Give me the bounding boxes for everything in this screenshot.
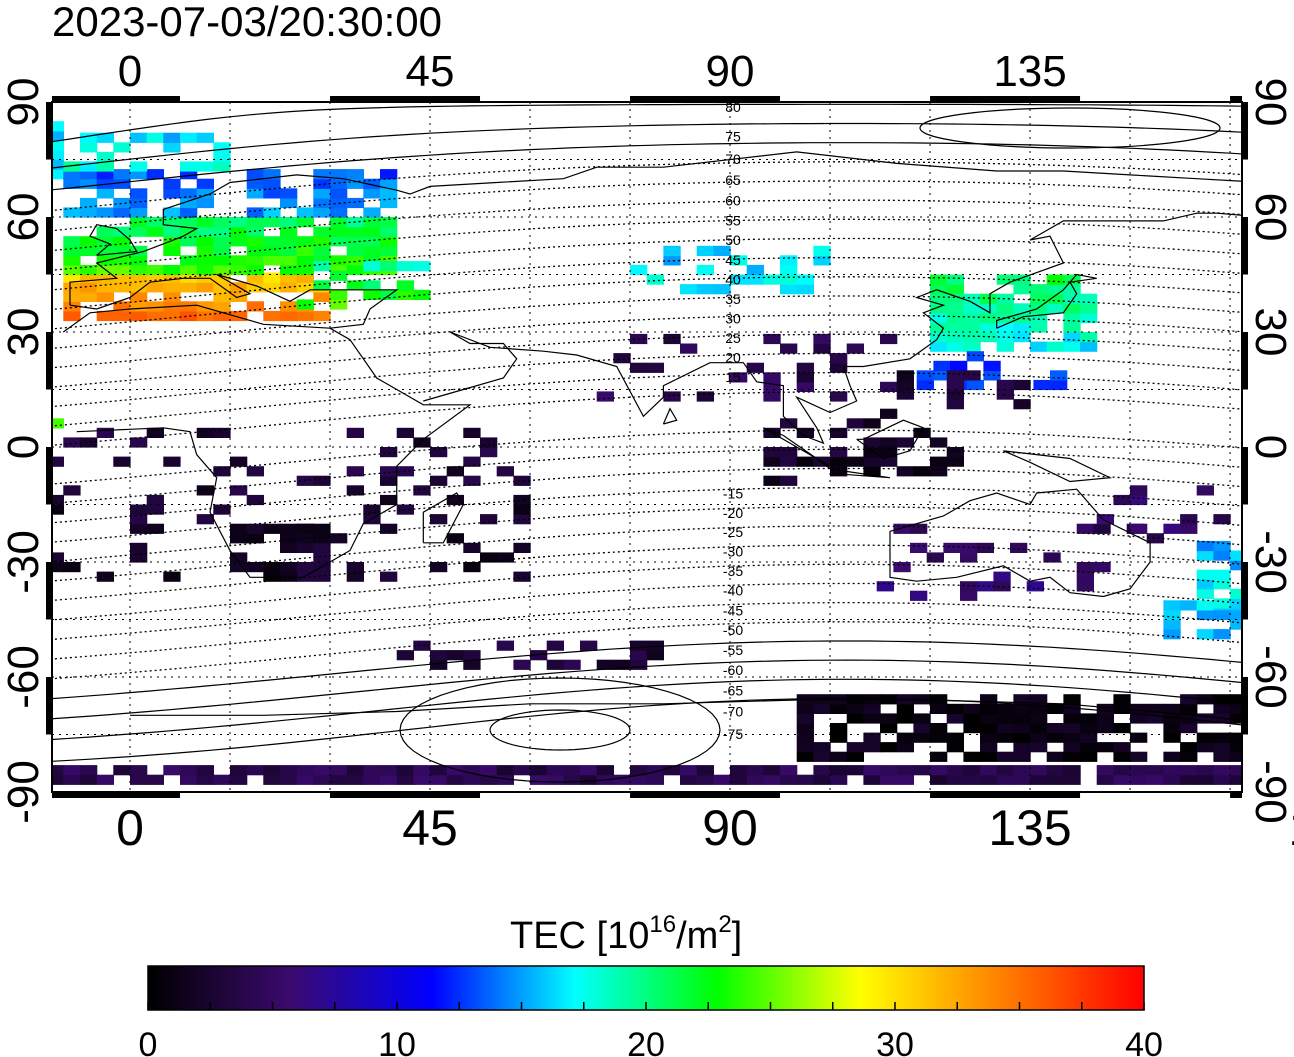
mlat-label: 55: [725, 212, 741, 228]
top-lon-label: 135: [993, 47, 1066, 96]
right-lat-label: -90: [1246, 760, 1294, 824]
mlat-label: 25: [725, 330, 741, 346]
frame-ticks: [46, 96, 1248, 798]
mlat-label: -25: [723, 524, 743, 540]
colorbar-ticks: 0 10 20 30 40: [139, 1002, 1163, 1057]
right-lat-label: 90: [1246, 78, 1294, 127]
tec-data-layer: [52, 121, 1242, 785]
mlat-label: 20: [725, 349, 741, 365]
timestamp-title: 2023-07-03/20:30:00: [52, 0, 442, 45]
mlat-label: 50: [725, 232, 741, 248]
mlat-label: -15: [723, 485, 743, 501]
colorbar-title: TEC [1016/m2]: [510, 911, 742, 957]
left-lat-label: 0: [0, 435, 48, 459]
bottom-lon-label: 90: [702, 800, 758, 856]
mlat-label: 80: [725, 99, 741, 115]
mlat-label: 15: [725, 369, 741, 385]
mlat-label: -55: [723, 642, 743, 658]
colorbar-tick-label: 0: [139, 1026, 158, 1057]
bottom-lon-label: 0: [116, 800, 144, 856]
coastlines: [62, 151, 1242, 744]
left-lat-label: 30: [0, 308, 48, 357]
mlat-label: -50: [723, 622, 743, 638]
colorbar-tick-label: 10: [378, 1026, 416, 1057]
top-lon-label: 0: [118, 47, 142, 96]
mlat-label: -65: [723, 682, 743, 698]
right-latitude-axis: 90 60 30 0 -30 -60 -90: [1246, 78, 1294, 824]
mlat-label: 70: [725, 151, 741, 167]
mlat-label: -70: [723, 703, 743, 719]
mlat-label: -75: [723, 726, 743, 742]
mlat-label: -35: [723, 563, 743, 579]
mlat-label: 30: [725, 311, 741, 327]
colorbar-tick-label: 30: [876, 1026, 914, 1057]
left-lat-label: 90: [0, 78, 48, 127]
mlat-label: -30: [723, 544, 743, 560]
top-lon-label: 90: [706, 47, 755, 96]
top-lon-label: 45: [406, 47, 455, 96]
left-lat-label: 60: [0, 193, 48, 242]
bottom-longitude-axis: 04590135180-135-90-45: [116, 800, 1294, 856]
left-lat-label: -60: [0, 645, 48, 709]
mlat-label: -20: [723, 505, 743, 521]
right-lat-label: 60: [1246, 193, 1294, 242]
right-lat-label: -60: [1246, 645, 1294, 709]
colorbar-tick-label: 20: [627, 1026, 665, 1057]
mlat-label: 35: [725, 291, 741, 307]
right-lat-label: 0: [1246, 435, 1294, 459]
magnetic-latitude-contours: [52, 103, 1242, 783]
bottom-lon-label: 135: [988, 800, 1071, 856]
left-latitude-axis: 90 60 30 0 -30 -60 -90: [0, 78, 48, 824]
left-lat-label: -90: [0, 760, 48, 824]
lat-lon-grid: [52, 102, 1242, 792]
mlat-label: -40: [723, 583, 743, 599]
mlat-label: 60: [725, 192, 741, 208]
bottom-lon-label: 180: [1288, 800, 1294, 856]
mlat-label: 65: [725, 172, 741, 188]
colorbar-tick-label: 40: [1125, 1026, 1163, 1057]
left-lat-label: -30: [0, 530, 48, 594]
mlat-label: 40: [725, 272, 741, 288]
mlat-label: 75: [725, 128, 741, 144]
bottom-lon-label: 45: [402, 800, 458, 856]
right-lat-label: 30: [1246, 308, 1294, 357]
mlat-label: -60: [723, 662, 743, 678]
mlat-label: 45: [725, 252, 741, 268]
top-longitude-axis: 04590135180-135-90-45: [118, 47, 1294, 96]
magnetic-latitude-labels: 80 75 70 65 60 55 50 45 40 35 30 25 20 15 -15 -20 -25 -30…: [723, 99, 743, 742]
mlat-label: -45: [723, 602, 743, 618]
right-lat-label: -30: [1246, 530, 1294, 594]
